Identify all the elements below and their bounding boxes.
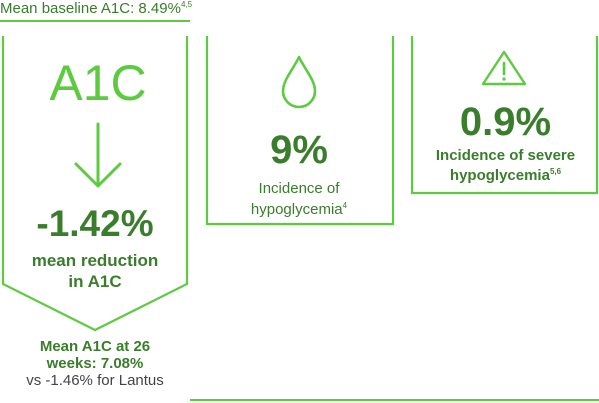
hypoglycemia-label-line1: Incidence of [258, 180, 340, 197]
mean-a1c-line2: weeks: 7.08% [46, 355, 144, 372]
baseline-reference: 4,5 [180, 0, 193, 9]
lantus-comparison: vs -1.46% for Lantus [26, 372, 164, 389]
mean-a1c-26-weeks: Mean A1C at 26 weeks: 7.08% [0, 338, 190, 372]
hypoglycemia-label-line2: hypoglycemia4 [205, 199, 393, 220]
hypoglycemia-label-text: hypoglycemia [250, 201, 343, 218]
a1c-reduction-label: mean reduction in A1C [0, 250, 190, 292]
baseline-text: Mean baseline A1C: 8.49% [0, 0, 181, 17]
down-arrow-icon [74, 122, 122, 188]
severe-label-text: hypoglycemia [449, 167, 550, 184]
hypoglycemia-reference: 4 [342, 201, 348, 210]
reduction-label-line1: mean reduction [31, 251, 159, 270]
severe-hypoglycemia-label: Incidence of severe hypoglycemia5,6 [412, 146, 599, 186]
severe-label-line1: Incidence of severe [435, 147, 576, 164]
warning-icon [481, 50, 527, 86]
severe-hypoglycemia-value: 0.9% [459, 100, 552, 144]
a1c-icon: A1C [49, 55, 147, 111]
severe-label-line2: hypoglycemia5,6 [412, 166, 599, 186]
reduction-label-line2: in A1C [68, 272, 122, 291]
hypoglycemia-value: 9% [270, 128, 328, 172]
mean-baseline-a1c: Mean baseline A1C: 8.49%4,5 [0, 0, 192, 17]
mean-a1c-line1: Mean A1C at 26 [39, 338, 151, 355]
drop-icon [281, 55, 317, 109]
severe-reference: 5,6 [549, 167, 562, 176]
a1c-reduction-value: -1.42% [36, 203, 154, 244]
hypoglycemia-label: Incidence of hypoglycemia4 [205, 178, 393, 220]
